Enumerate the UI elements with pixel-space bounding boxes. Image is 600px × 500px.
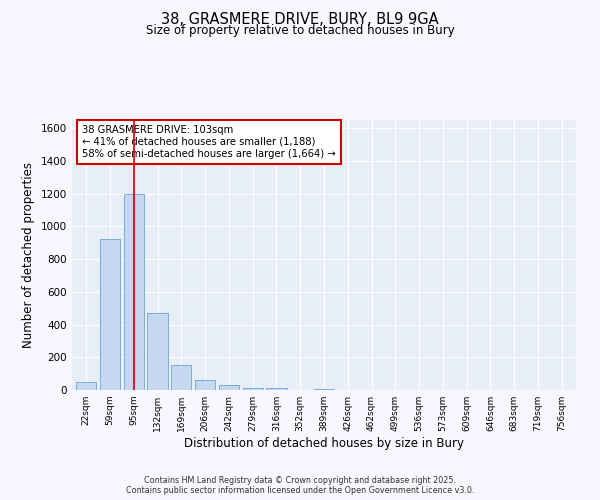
Bar xyxy=(219,385,239,390)
Bar xyxy=(314,388,334,390)
Text: Contains HM Land Registry data © Crown copyright and database right 2025.
Contai: Contains HM Land Registry data © Crown c… xyxy=(126,476,474,495)
Bar xyxy=(100,240,120,390)
Text: 38 GRASMERE DRIVE: 103sqm
← 41% of detached houses are smaller (1,188)
58% of se: 38 GRASMERE DRIVE: 103sqm ← 41% of detac… xyxy=(82,126,336,158)
Text: 38, GRASMERE DRIVE, BURY, BL9 9GA: 38, GRASMERE DRIVE, BURY, BL9 9GA xyxy=(161,12,439,28)
X-axis label: Distribution of detached houses by size in Bury: Distribution of detached houses by size … xyxy=(184,437,464,450)
Bar xyxy=(76,382,97,390)
Bar xyxy=(124,194,144,390)
Text: Size of property relative to detached houses in Bury: Size of property relative to detached ho… xyxy=(146,24,454,37)
Bar xyxy=(148,313,167,390)
Bar xyxy=(266,388,287,390)
Bar xyxy=(242,388,263,390)
Bar xyxy=(195,380,215,390)
Y-axis label: Number of detached properties: Number of detached properties xyxy=(22,162,35,348)
Bar xyxy=(171,364,191,390)
